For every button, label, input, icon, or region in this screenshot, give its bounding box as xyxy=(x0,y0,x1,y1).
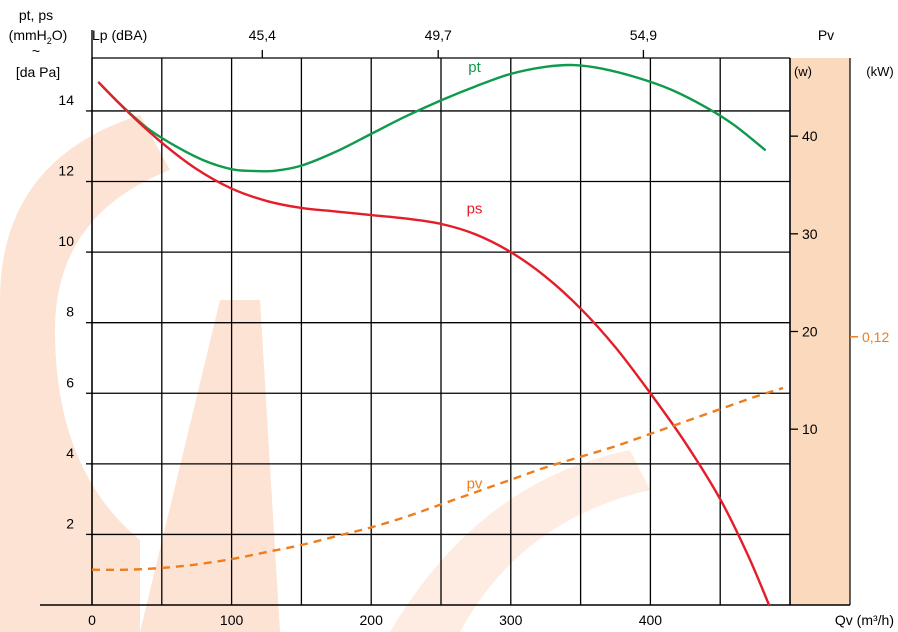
logo-watermark xyxy=(0,115,650,632)
y-tick-label: 10 xyxy=(58,233,74,249)
x-tick-label: 100 xyxy=(220,612,244,628)
power-panel-background xyxy=(790,58,850,605)
x-tick-label: 200 xyxy=(360,612,384,628)
y-axis-title-line3: [da Pa] xyxy=(16,64,60,80)
noise-tick-label: 49,7 xyxy=(425,27,452,43)
watermark-arc xyxy=(0,115,170,632)
power-axis-title: Pv xyxy=(818,27,834,43)
x-tick-label: 0 xyxy=(88,612,96,628)
y-tick-label: 2 xyxy=(66,515,74,531)
power-w-tick-label: 20 xyxy=(802,324,818,340)
y-tick-label: 12 xyxy=(58,163,74,179)
x-tick-label: 300 xyxy=(499,612,523,628)
noise-tick-label: 45,4 xyxy=(249,27,276,43)
power-w-tick-label: 10 xyxy=(802,421,818,437)
x-axis-title: Qv (m³/h) xyxy=(835,612,894,628)
y-tick-label: 8 xyxy=(66,304,74,320)
axes xyxy=(40,30,858,606)
y-tick-label: 4 xyxy=(66,445,74,461)
series-label-pt: pt xyxy=(468,59,481,76)
axis-labels: 2 4 6 8 10 12 14 0 100 200 300 400 Qv (m³/h) pt, ps (m… xyxy=(9,7,894,628)
y-axis-title-line1: pt, ps xyxy=(19,7,53,23)
series-line-pt xyxy=(97,63,767,173)
x-tick-label: 400 xyxy=(639,612,663,628)
watermark-stem xyxy=(140,300,280,632)
y-tick-label: 14 xyxy=(58,92,74,108)
series-lines xyxy=(91,63,784,607)
noise-axis-title: Lp (dBA) xyxy=(92,27,147,43)
series-line-pv xyxy=(91,386,784,572)
y-axis-title-line2: (mmH2O) xyxy=(9,27,68,46)
power-w-tick-label: 40 xyxy=(802,128,818,144)
series-line-ps xyxy=(97,81,771,607)
power-w-tick-label: 30 xyxy=(802,226,818,242)
y-tick-label: 6 xyxy=(66,374,74,390)
noise-tick-label: 54,9 xyxy=(630,27,657,43)
power-unit-w: (w) xyxy=(794,64,812,79)
series-label-pv: pv xyxy=(467,476,483,493)
power-panel xyxy=(790,58,850,605)
power-unit-kw: (kW) xyxy=(866,64,893,79)
series-label-ps: ps xyxy=(467,200,483,217)
y-axis-title-approx: ~ xyxy=(32,43,40,59)
power-kw-tick-label: 0,12 xyxy=(862,329,889,345)
watermark-swoosh xyxy=(390,450,650,632)
